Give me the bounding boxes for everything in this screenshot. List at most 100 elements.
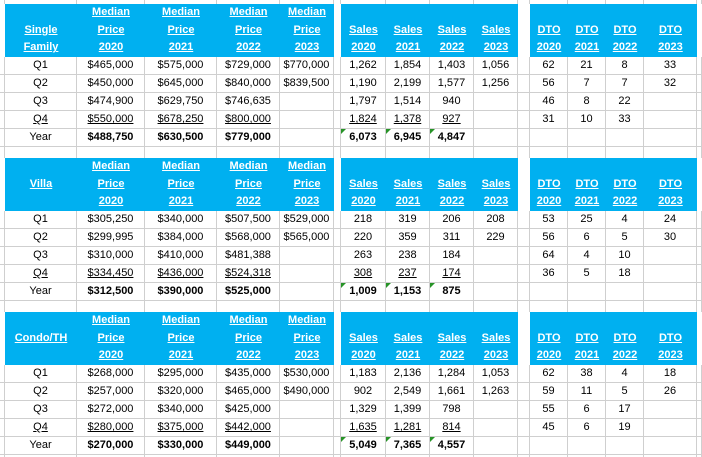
sales-cell[interactable] xyxy=(474,437,518,455)
price-cell[interactable]: $630,500 xyxy=(145,129,217,147)
dto-cell[interactable]: 8 xyxy=(568,93,606,111)
dto-cell[interactable]: 64 xyxy=(530,247,568,265)
col-header-median-price-2023[interactable]: Median Price 2023 xyxy=(280,312,334,365)
dto-cell[interactable] xyxy=(530,129,568,147)
col-header-dto-2022[interactable]: DTO 2022 xyxy=(606,312,644,365)
price-cell[interactable]: $295,000 xyxy=(145,365,217,383)
dto-cell[interactable]: 32 xyxy=(644,75,697,93)
sales-cell[interactable]: 1,797 xyxy=(341,93,386,111)
dto-cell[interactable]: 56 xyxy=(530,75,568,93)
col-header-median-price-2021[interactable]: Median Price 2021 xyxy=(145,158,217,211)
row-label[interactable]: Q2 xyxy=(5,383,77,401)
sales-cell[interactable]: 1,256 xyxy=(474,75,518,93)
dto-cell[interactable] xyxy=(644,265,697,283)
price-cell[interactable]: $465,000 xyxy=(77,57,145,75)
price-cell[interactable]: $565,000 xyxy=(280,229,334,247)
dto-cell[interactable]: 59 xyxy=(530,383,568,401)
col-header-dto-2020[interactable]: DTO 2020 xyxy=(530,158,568,211)
col-header-sales-2023[interactable]: Sales 2023 xyxy=(474,158,518,211)
sales-cell[interactable] xyxy=(474,265,518,283)
sales-cell[interactable]: 1,056 xyxy=(474,57,518,75)
col-header-median-price-2022[interactable]: Median Price 2022 xyxy=(217,4,280,57)
price-cell[interactable]: $465,000 xyxy=(217,383,280,401)
dto-cell[interactable]: 6 xyxy=(568,401,606,419)
sales-cell[interactable]: 4,847 xyxy=(430,129,474,147)
row-label[interactable]: Q4 xyxy=(5,265,77,283)
price-cell[interactable]: $450,000 xyxy=(77,75,145,93)
sales-cell[interactable]: 237 xyxy=(386,265,430,283)
row-label[interactable]: Q2 xyxy=(5,229,77,247)
row-label[interactable]: Q4 xyxy=(5,419,77,437)
sales-cell[interactable]: 798 xyxy=(430,401,474,419)
sales-cell[interactable]: 2,136 xyxy=(386,365,430,383)
dto-cell[interactable] xyxy=(606,129,644,147)
col-header-dto-2022[interactable]: DTO 2022 xyxy=(606,4,644,57)
dto-cell[interactable]: 33 xyxy=(606,111,644,129)
dto-cell[interactable]: 21 xyxy=(568,57,606,75)
col-header-sales-2023[interactable]: Sales 2023 xyxy=(474,4,518,57)
col-header-sales-2022[interactable]: Sales 2022 xyxy=(430,158,474,211)
col-header-sales-2020[interactable]: Sales 2020 xyxy=(341,312,386,365)
price-cell[interactable]: $524,318 xyxy=(217,265,280,283)
dto-cell[interactable]: 17 xyxy=(606,401,644,419)
price-cell[interactable] xyxy=(280,283,334,301)
sales-cell[interactable]: 1,329 xyxy=(341,401,386,419)
dto-cell[interactable]: 8 xyxy=(606,57,644,75)
price-cell[interactable]: $568,000 xyxy=(217,229,280,247)
dto-cell[interactable]: 45 xyxy=(530,419,568,437)
price-cell[interactable]: $488,750 xyxy=(77,129,145,147)
price-cell[interactable]: $280,000 xyxy=(77,419,145,437)
col-header-dto-2023[interactable]: DTO 2023 xyxy=(644,4,697,57)
dto-cell[interactable]: 36 xyxy=(530,265,568,283)
dto-cell[interactable] xyxy=(568,129,606,147)
sales-cell[interactable]: 940 xyxy=(430,93,474,111)
sales-cell[interactable]: 1,378 xyxy=(386,111,430,129)
sales-cell[interactable]: 875 xyxy=(430,283,474,301)
sales-cell[interactable]: 1,403 xyxy=(430,57,474,75)
price-cell[interactable]: $678,250 xyxy=(145,111,217,129)
sales-cell[interactable]: 311 xyxy=(430,229,474,247)
col-header-median-price-2023[interactable]: Median Price 2023 xyxy=(280,4,334,57)
price-cell[interactable]: $312,500 xyxy=(77,283,145,301)
price-cell[interactable]: $340,000 xyxy=(145,401,217,419)
price-cell[interactable]: $529,000 xyxy=(280,211,334,229)
col-header-dto-2020[interactable]: DTO 2020 xyxy=(530,4,568,57)
sales-cell[interactable] xyxy=(474,93,518,111)
price-cell[interactable]: $320,000 xyxy=(145,383,217,401)
table-title-condo-th[interactable]: Condo/TH xyxy=(5,312,77,365)
col-header-dto-2023[interactable]: DTO 2023 xyxy=(644,312,697,365)
sales-cell[interactable]: 1,053 xyxy=(474,365,518,383)
dto-cell[interactable]: 33 xyxy=(644,57,697,75)
price-cell[interactable]: $839,500 xyxy=(280,75,334,93)
sales-cell[interactable]: 218 xyxy=(341,211,386,229)
price-cell[interactable]: $779,000 xyxy=(217,129,280,147)
price-cell[interactable] xyxy=(280,111,334,129)
row-label[interactable]: Q1 xyxy=(5,365,77,383)
row-label[interactable]: Year xyxy=(5,283,77,301)
col-header-median-price-2020[interactable]: Median Price 2020 xyxy=(77,4,145,57)
price-cell[interactable]: $442,000 xyxy=(217,419,280,437)
price-cell[interactable] xyxy=(280,419,334,437)
dto-cell[interactable]: 25 xyxy=(568,211,606,229)
sales-cell[interactable]: 4,557 xyxy=(430,437,474,455)
price-cell[interactable]: $305,250 xyxy=(77,211,145,229)
price-cell[interactable]: $575,000 xyxy=(145,57,217,75)
col-header-dto-2023[interactable]: DTO 2023 xyxy=(644,158,697,211)
sales-cell[interactable] xyxy=(474,247,518,265)
dto-cell[interactable]: 56 xyxy=(530,229,568,247)
price-cell[interactable]: $729,000 xyxy=(217,57,280,75)
price-cell[interactable]: $340,000 xyxy=(145,211,217,229)
row-label[interactable]: Q2 xyxy=(5,75,77,93)
row-label[interactable]: Q3 xyxy=(5,401,77,419)
dto-cell[interactable]: 46 xyxy=(530,93,568,111)
dto-cell[interactable]: 18 xyxy=(606,265,644,283)
sales-cell[interactable] xyxy=(474,419,518,437)
dto-cell[interactable] xyxy=(644,437,697,455)
price-cell[interactable]: $840,000 xyxy=(217,75,280,93)
price-cell[interactable]: $525,000 xyxy=(217,283,280,301)
dto-cell[interactable]: 38 xyxy=(568,365,606,383)
dto-cell[interactable]: 11 xyxy=(568,383,606,401)
price-cell[interactable]: $474,900 xyxy=(77,93,145,111)
col-header-dto-2021[interactable]: DTO 2021 xyxy=(568,158,606,211)
sales-cell[interactable]: 359 xyxy=(386,229,430,247)
